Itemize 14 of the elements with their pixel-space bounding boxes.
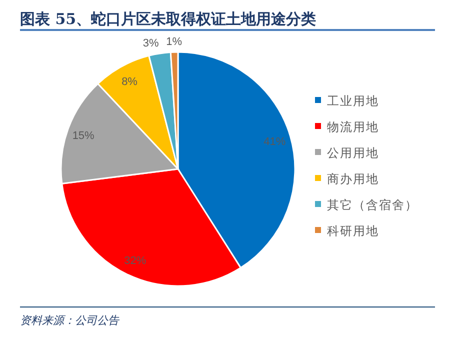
legend-label: 商办用地: [327, 172, 379, 186]
data-label: 41%: [264, 136, 286, 148]
data-label: 15%: [72, 130, 95, 142]
data-label: 32%: [124, 255, 146, 268]
data-label: 3%: [142, 38, 159, 50]
legend-label: 科研用地: [327, 224, 379, 238]
legend-label: 公用用地: [327, 146, 379, 160]
data-label: 1%: [166, 36, 182, 48]
legend-label: 工业用地: [327, 94, 379, 108]
legend-label: 物流用地: [327, 120, 379, 134]
text: 资料来源：公司公告: [20, 314, 120, 327]
legend-label: 其它（含宿舍）: [327, 198, 418, 212]
data-label: 8%: [122, 76, 138, 88]
chart-title: 图表 55、蛇口片区未取得权证土地用途分类: [20, 10, 316, 28]
